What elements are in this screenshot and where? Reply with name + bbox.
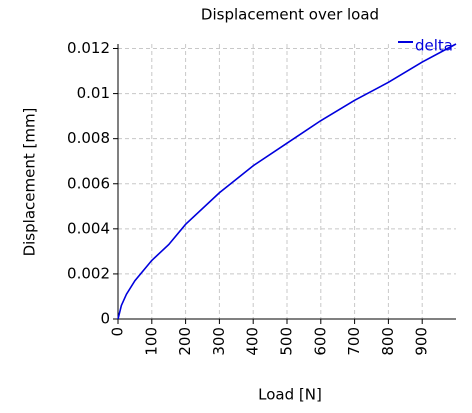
x-tick-label: 600 [311, 327, 329, 356]
x-tick-label: 400 [244, 327, 262, 356]
chart-title: Displacement over load [201, 6, 379, 24]
x-axis-label: Load [N] [258, 386, 322, 404]
y-tick-label: 0.012 [67, 39, 110, 57]
x-tick-label: 800 [379, 327, 397, 356]
x-tick-label: 900 [413, 327, 431, 356]
y-tick-label: 0.002 [67, 264, 110, 282]
x-tick-label: 500 [278, 327, 296, 356]
y-tick-label: 0.006 [67, 174, 110, 192]
x-tick-label: 100 [142, 327, 160, 356]
data-line [117, 43, 457, 320]
x-tick-label: 300 [210, 327, 228, 356]
x-tick-label: 0 [109, 327, 127, 337]
y-tick-label: 0.008 [67, 129, 110, 147]
x-tick-label: 200 [176, 327, 194, 356]
y-tick-label: 0.004 [67, 219, 110, 237]
x-tick-label: 700 [345, 327, 363, 356]
y-axis-label: Displacement [mm] [21, 108, 39, 257]
y-tick-label: 0.01 [77, 84, 110, 102]
y-tick-label: 0 [100, 310, 110, 328]
legend-label: delta [415, 37, 453, 55]
